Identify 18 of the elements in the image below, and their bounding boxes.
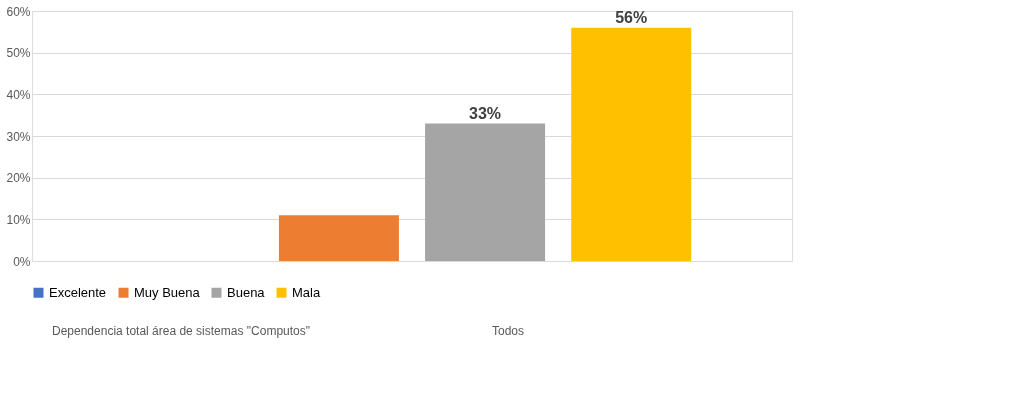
legend-label: Excelente xyxy=(49,284,107,300)
y-tick-label: 60% xyxy=(6,4,31,19)
y-tick-label: 30% xyxy=(6,129,31,144)
bar xyxy=(571,27,692,261)
data-label: 56% xyxy=(615,8,648,26)
legend-label: Buena xyxy=(227,284,266,300)
y-tick-label: 0% xyxy=(13,254,31,269)
legend-label: Muy Buena xyxy=(134,284,201,300)
y-tick-label: 10% xyxy=(6,212,31,227)
text: Dependencia total área de sistemas "Computos" xyxy=(52,324,310,338)
text: Todos xyxy=(492,324,525,338)
data-label: 33% xyxy=(469,104,502,122)
legend-label: Mala xyxy=(292,284,321,300)
bar xyxy=(278,215,399,261)
bar xyxy=(425,123,546,261)
y-tick-label: 40% xyxy=(6,87,31,102)
y-tick-label: 20% xyxy=(6,171,31,186)
y-tick-label: 50% xyxy=(6,46,31,61)
